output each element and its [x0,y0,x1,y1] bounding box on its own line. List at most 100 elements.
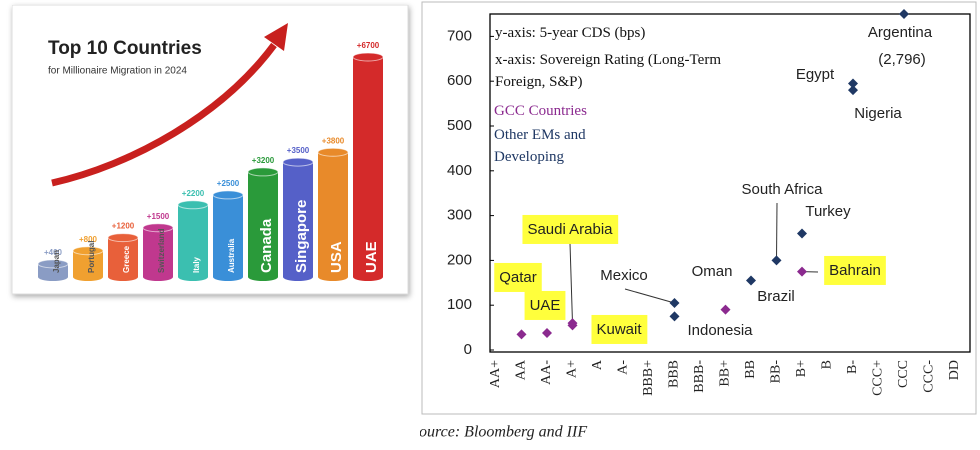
category-label: Greece [122,245,131,273]
x-tick-label: DD [947,360,962,380]
x-tick-label: AA- [539,360,554,385]
y-tick-label: 300 [447,207,472,224]
bar-cap [282,157,314,167]
bar-cap [37,259,69,269]
value-label: +6700 [357,41,380,50]
bar-cap [212,190,244,200]
x-tick-label: AA [514,359,529,380]
point [899,9,909,19]
bar [248,171,278,277]
point [848,78,858,89]
bar [283,162,313,277]
category-label: Australia [227,238,236,273]
bar-base [213,273,243,281]
bar-base [283,273,313,281]
leader-line [624,288,675,304]
point-label: UAE [530,297,561,314]
value-label: +800 [79,235,98,244]
trend-arrow [51,42,277,187]
bar [353,57,383,277]
x-tick-label: B+ [794,360,809,377]
y-axis-note: y-axis: 5-year CDS (bps) [495,25,646,41]
value-label: +3200 [252,156,275,165]
x-tick-label: A+ [565,360,580,378]
value-label: +400 [44,248,63,257]
point-label: Indonesia [687,322,753,339]
point-label: Saudi Arabia [527,221,613,238]
x-tick-label: B- [845,360,860,374]
plot-frame [489,13,971,353]
x-tick-label: BBB+ [641,360,656,396]
x-tick-label: CCC- [922,360,937,393]
value-label: +1500 [147,212,170,221]
label-highlight [522,214,619,244]
point-label: South Africa [742,181,824,198]
bar [143,227,173,277]
point [567,320,578,331]
point [797,266,807,277]
bar-base [73,273,103,281]
x-tick-label: A- [616,360,631,375]
point-label: Brazil [757,288,795,305]
infographic: Top 10 Countries for Millionaire Migrati… [12,5,409,295]
label-highlight [824,255,886,285]
point [542,327,552,338]
bar-base [143,273,173,281]
y-tick-label: 100 [447,296,472,313]
y-tick-label: 200 [447,251,472,268]
bar-cap [247,167,279,177]
x-tick-label: AA+ [488,360,503,388]
point-label: Nigeria [854,105,902,122]
bar-base [108,273,138,281]
point-note: (2,796) [878,51,926,68]
category-label: Singapore [293,200,310,273]
leader-line [776,202,778,261]
point-label: Bahrain [829,262,881,279]
bar-cap [317,147,349,157]
value-label: +2200 [182,189,205,198]
bar [178,204,208,277]
value-label: +3800 [322,136,345,145]
title: Top 10 Countries [48,38,202,59]
x-tick-label: BBB [667,360,682,388]
leader-line [569,242,573,324]
panel [421,1,977,415]
x-tick-label: BB- [769,360,784,384]
legend-entry: GCC Countries [494,103,587,119]
value-label: +1200 [112,222,135,231]
category-label: Switzerland [157,228,166,273]
x-tick-label: BB [743,360,758,379]
category-label: USA [328,241,345,273]
x-axis-note: x-axis: Sovereign Rating (Long-Term Fore… [495,52,721,90]
point-label: Turkey [805,203,851,220]
bar [318,152,348,277]
chart: Source: Bloomberg and IIF 0 100 200 300 400 5… [420,1,977,441]
point-label: Oman [692,263,733,280]
value-label: +3500 [287,146,310,155]
x-tick-label: BB+ [718,360,733,387]
label-highlight [524,290,566,320]
point [746,275,756,286]
bar [108,237,138,277]
x-tick-label: A [590,359,605,370]
legend-entry: Other EMs and Developing [494,127,586,165]
category-label: Italy [192,256,201,273]
point [848,85,858,96]
point [516,329,527,340]
bar-base [178,273,208,281]
category-label: Canada [258,218,275,273]
source: Source: Bloomberg and IIF [420,424,587,441]
x-tick-label: BBB- [692,360,707,393]
category-label: Japan [52,250,61,273]
y-tick-label: 700 [447,27,472,44]
bar-cap [107,233,139,243]
point-label: Egypt [796,66,835,83]
y-tick-label: 0 [464,341,472,358]
arrow-head [264,23,288,51]
x-tick-label: B [820,360,835,369]
point [771,255,782,266]
value-label: +2500 [217,179,240,188]
label-highlight [591,314,648,344]
bar-base [38,273,68,281]
